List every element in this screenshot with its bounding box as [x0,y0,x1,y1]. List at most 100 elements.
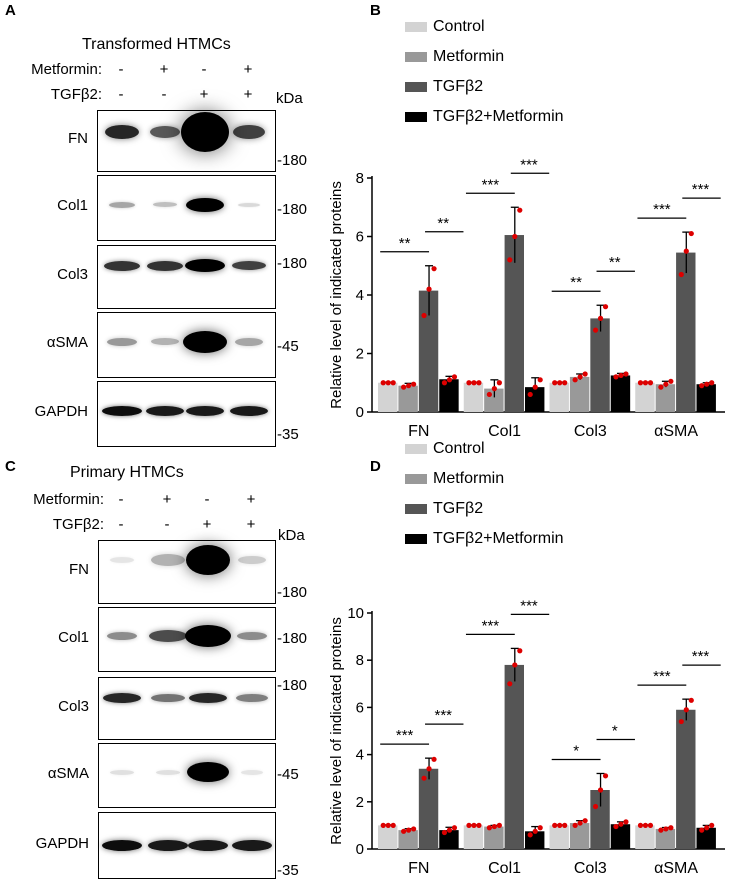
data-point [471,822,477,828]
bar [398,385,418,412]
bar [504,664,524,849]
significance-stars: *** [396,727,414,744]
data-point [658,827,664,833]
bar [635,825,655,849]
data-point [507,681,513,687]
molecular-weight-marker: -180 [277,629,308,647]
data-point [623,819,629,825]
bar [635,382,655,412]
blot-label: FN [68,130,88,147]
blot-band [107,337,137,346]
blot-label: GAPDH [35,834,89,852]
significance-stars: ** [399,235,411,252]
legend-entry: Control [405,18,485,38]
blot-label: FN [69,561,89,578]
legend-label: TGFβ2 [433,500,484,517]
significance-stars: *** [434,707,452,724]
data-point [401,828,407,834]
data-point [491,823,497,830]
panel-letter-b: B [370,2,381,19]
data-point [683,707,689,713]
x-tick-label: Col1 [488,423,521,440]
significance-stars: * [612,722,618,739]
molecular-weight-marker: -180 [277,254,308,272]
data-point [562,380,568,386]
data-point [471,380,477,386]
molecular-weight-marker: -180 [277,583,308,601]
y-axis-label: Relative level of indicated proteins [328,181,345,409]
blot-label: Col1 [58,628,89,646]
y-tick-label: 10 [347,605,364,622]
chart-panel-b: 0 2 4 6 8 Relative level of indicated protein… [328,156,725,440]
x-tick-label: αSMA [654,860,698,877]
data-point [476,380,482,386]
molecular-weight-marker: -35 [277,426,299,444]
blot-band [185,259,225,273]
blot-band [236,693,268,702]
data-point [390,380,396,386]
legend-swatch [405,443,427,454]
treatment-sign: - [118,516,124,533]
blot-col1-panel [98,607,276,672]
blot-band [241,769,263,775]
data-point [658,384,664,390]
blot-band [235,337,263,346]
blot-band [187,762,229,783]
panel-letter-a: A [5,2,16,19]
x-tick-label: Col3 [574,860,607,877]
blot-fn-panel [97,110,276,172]
y-tick-label: 4 [356,287,364,304]
blot-sma-panel [98,743,276,808]
data-point [466,822,472,828]
data-point [496,380,502,386]
data-point [401,384,407,390]
data-point [642,822,649,828]
blot-band [109,201,135,208]
y-tick-label: 6 [356,699,364,716]
data-point [557,380,563,386]
blot-band [230,405,268,416]
bar [418,290,439,412]
legend-swatch [405,111,427,122]
panel-a-title: Transformed HTMCs [82,36,231,53]
data-point [385,822,391,828]
legend-swatch [405,21,427,32]
bar [590,318,610,412]
blot-band [186,405,224,416]
molecular-weight-marker: -180 [277,677,308,695]
blot-band [233,125,265,139]
significance-stars: *** [520,156,538,173]
data-point [688,697,694,703]
bar [610,375,631,412]
data-point [668,378,674,384]
data-point [613,374,619,380]
bar [676,709,696,849]
bar [504,235,524,412]
data-point [618,372,624,379]
bar [655,384,676,412]
data-point [446,827,453,833]
blot-band [147,260,183,271]
data-point [623,371,629,377]
data-point [678,718,684,725]
blot-band [156,769,180,775]
legend-entry: Metformin [405,470,504,490]
data-point [637,822,644,828]
blot-band [151,338,179,346]
data-point [446,377,453,383]
treatment-sign: - [204,491,210,508]
data-point [699,383,705,389]
data-point [572,377,578,383]
x-tick-label: Col1 [488,860,521,877]
bar [463,825,484,849]
blot-label: Col1 [57,197,88,214]
data-point [380,822,386,828]
data-point [688,230,694,237]
bar [439,379,459,412]
blot-band [104,260,140,271]
molecular-weight-marker: -180 [277,201,308,219]
blot-band [102,405,142,416]
data-point [552,380,558,386]
data-point [466,380,472,386]
